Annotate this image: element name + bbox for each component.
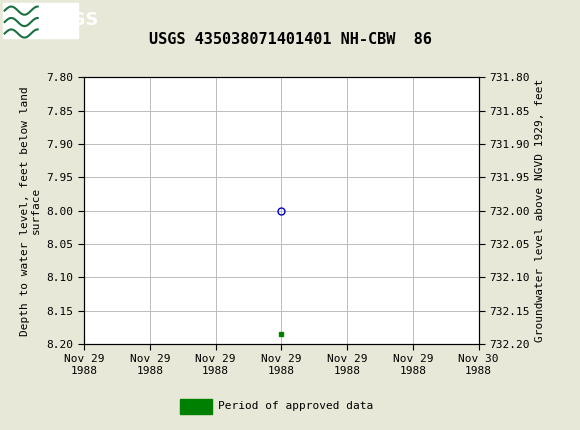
Bar [3, 3, 78, 37]
Text: USGS: USGS [44, 12, 99, 29]
Bar [180, 399, 212, 414]
Text: USGS 435038071401401 NH-CBW  86: USGS 435038071401401 NH-CBW 86 [148, 32, 432, 47]
Y-axis label: Depth to water level, feet below land
surface: Depth to water level, feet below land su… [20, 86, 41, 335]
Text: Period of approved data: Period of approved data [218, 401, 373, 412]
Y-axis label: Groundwater level above NGVD 1929, feet: Groundwater level above NGVD 1929, feet [535, 79, 545, 342]
